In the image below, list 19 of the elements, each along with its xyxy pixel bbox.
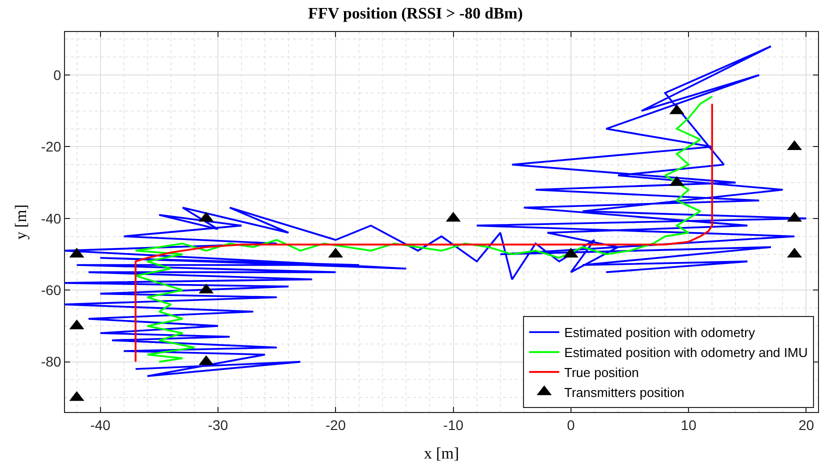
x-tick-label: -30 (208, 416, 228, 433)
chart-title: FFV position (RSSI > -80 dBm) (308, 5, 523, 22)
legend-label: Estimated position with odometry and IMU (564, 345, 808, 360)
x-tick-label: -40 (90, 416, 111, 433)
y-tick-label: -60 (40, 282, 62, 298)
y-axis-title: y [m] (12, 204, 30, 240)
legend-label: True position (564, 365, 639, 380)
y-tick-label: -20 (40, 138, 62, 155)
y-tick-label: -80 (40, 354, 62, 370)
legend-label: Estimated position with odometry (564, 325, 756, 340)
x-axis-title: x [m] (424, 446, 460, 462)
legend-label: Transmitters position (564, 384, 684, 400)
x-tick-label: 10 (680, 416, 697, 433)
x-tick-label: 0 (567, 416, 576, 433)
x-tick-label: -20 (325, 416, 346, 433)
x-tick-label: -10 (443, 416, 464, 433)
y-tick-label: 0 (53, 66, 62, 83)
y-tick-label: -40 (40, 210, 62, 226)
x-tick-label: 20 (798, 416, 814, 433)
